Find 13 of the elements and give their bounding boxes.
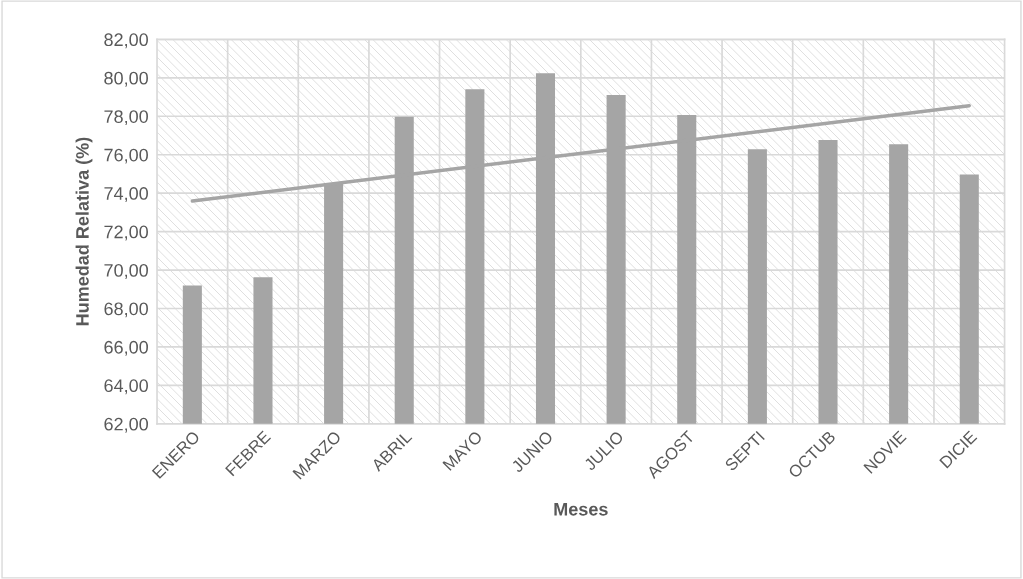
y-tick-label: 82,00	[104, 33, 148, 49]
y-tick-label: 78,00	[104, 110, 148, 126]
y-tick-label: 76,00	[104, 148, 148, 164]
y-tick-label: 70,00	[104, 263, 148, 279]
x-axis-title: Meses	[554, 503, 608, 516]
y-tick-label: 64,00	[104, 379, 148, 395]
y-tick-label: 80,00	[104, 71, 148, 87]
y-tick-label: 74,00	[104, 187, 148, 203]
y-tick-label: 62,00	[104, 417, 148, 433]
y-tick-label: 72,00	[104, 225, 148, 241]
y-tick-label: 66,00	[104, 340, 148, 356]
y-axis-title: Humedad Relativa (%)	[75, 137, 93, 326]
y-tick-label: 68,00	[104, 302, 148, 318]
